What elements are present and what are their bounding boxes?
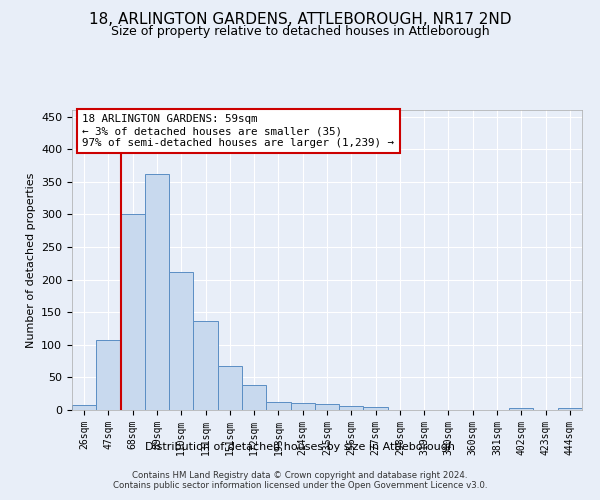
Bar — [266, 402, 290, 410]
Bar — [169, 272, 193, 410]
Text: Size of property relative to detached houses in Attleborough: Size of property relative to detached ho… — [110, 25, 490, 38]
Bar — [96, 340, 121, 410]
Bar — [364, 408, 388, 410]
Bar — [242, 385, 266, 410]
Bar — [290, 404, 315, 410]
Bar — [121, 214, 145, 410]
Text: Distribution of detached houses by size in Attleborough: Distribution of detached houses by size … — [145, 442, 455, 452]
Bar — [193, 322, 218, 410]
Bar — [315, 404, 339, 410]
Text: Contains HM Land Registry data © Crown copyright and database right 2024.
Contai: Contains HM Land Registry data © Crown c… — [113, 470, 487, 490]
Text: 18 ARLINGTON GARDENS: 59sqm
← 3% of detached houses are smaller (35)
97% of semi: 18 ARLINGTON GARDENS: 59sqm ← 3% of deta… — [82, 114, 394, 148]
Bar — [218, 366, 242, 410]
Y-axis label: Number of detached properties: Number of detached properties — [26, 172, 35, 348]
Bar — [145, 174, 169, 410]
Bar — [72, 405, 96, 410]
Text: 18, ARLINGTON GARDENS, ATTLEBOROUGH, NR17 2ND: 18, ARLINGTON GARDENS, ATTLEBOROUGH, NR1… — [89, 12, 511, 28]
Bar — [509, 408, 533, 410]
Bar — [558, 408, 582, 410]
Bar — [339, 406, 364, 410]
